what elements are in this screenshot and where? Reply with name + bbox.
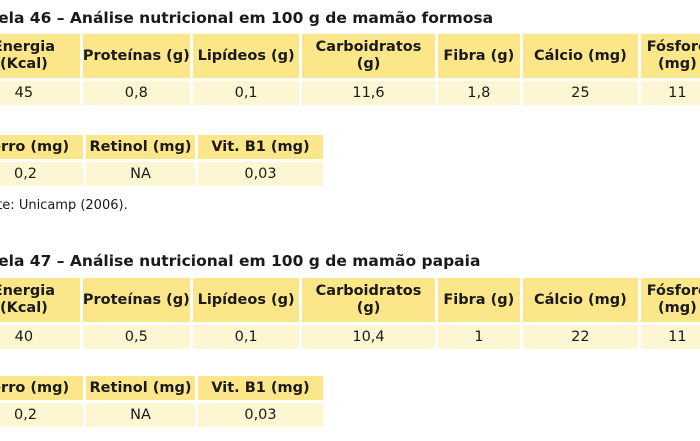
value-vit-b1: 0,03 xyxy=(198,162,323,186)
value-retinol: NA xyxy=(86,162,195,186)
table-47-value-row: 40 0,5 0,1 10,4 1 22 11 xyxy=(0,325,700,349)
table-46-secondary-header-row: Ferro (mg) Retinol (mg) Vit. B1 (mg) xyxy=(0,135,323,159)
value-lipideos: 0,1 xyxy=(192,81,300,105)
value-calcio: 22 xyxy=(523,325,638,349)
value-fibra: 1 xyxy=(437,325,521,349)
table-47-secondary-header-row: Ferro (mg) Retinol (mg) Vit. B1 (mg) xyxy=(0,376,323,400)
header-calcio: Cálcio (mg) xyxy=(523,278,638,322)
value-carboidratos: 11,6 xyxy=(302,81,435,105)
table-47-secondary: Ferro (mg) Retinol (mg) Vit. B1 (mg) 0,2… xyxy=(0,373,326,430)
table-46-main: Energia (Kcal) Proteínas (g) Lipídeos (g… xyxy=(0,31,700,108)
header-ferro: Ferro (mg) xyxy=(0,135,83,159)
header-proteinas: Proteínas (g) xyxy=(82,34,190,78)
value-proteinas: 0,8 xyxy=(82,81,190,105)
header-carboidratos: Carboidratos (g) xyxy=(302,34,435,78)
header-carboidratos: Carboidratos (g) xyxy=(302,278,435,322)
header-vit-b1: Vit. B1 (mg) xyxy=(198,376,323,400)
header-energia: Energia (Kcal) xyxy=(0,34,80,78)
header-fibra: Fibra (g) xyxy=(437,278,521,322)
header-calcio: Cálcio (mg) xyxy=(523,34,638,78)
value-energia: 40 xyxy=(0,325,80,349)
header-proteinas: Proteínas (g) xyxy=(82,278,190,322)
table-46-source: Fonte: Unicamp (2006). xyxy=(0,198,128,213)
header-lipideos: Lipídeos (g) xyxy=(192,278,300,322)
table-47-secondary-value-row: 0,2 NA 0,03 xyxy=(0,403,323,427)
value-vit-b1: 0,03 xyxy=(198,403,323,427)
header-vit-b1: Vit. B1 (mg) xyxy=(198,135,323,159)
value-energia: 45 xyxy=(0,81,80,105)
header-energia: Energia (Kcal) xyxy=(0,278,80,322)
value-proteinas: 0,5 xyxy=(82,325,190,349)
table-47-caption: Tabela 47 – Análise nutricional em 100 g… xyxy=(0,252,481,270)
header-fosforo: Fósforo (mg) xyxy=(640,34,700,78)
value-carboidratos: 10,4 xyxy=(302,325,435,349)
table-47-header-row: Energia (Kcal) Proteínas (g) Lipídeos (g… xyxy=(0,278,700,322)
header-fibra: Fibra (g) xyxy=(437,34,521,78)
table-46-secondary: Ferro (mg) Retinol (mg) Vit. B1 (mg) 0,2… xyxy=(0,132,326,189)
value-retinol: NA xyxy=(86,403,195,427)
table-46-secondary-value-row: 0,2 NA 0,03 xyxy=(0,162,323,186)
header-retinol: Retinol (mg) xyxy=(86,135,195,159)
value-lipideos: 0,1 xyxy=(192,325,300,349)
table-46-header-row: Energia (Kcal) Proteínas (g) Lipídeos (g… xyxy=(0,34,700,78)
value-fosforo: 11 xyxy=(640,81,700,105)
value-fosforo: 11 xyxy=(640,325,700,349)
value-calcio: 25 xyxy=(523,81,638,105)
header-retinol: Retinol (mg) xyxy=(86,376,195,400)
value-fibra: 1,8 xyxy=(437,81,521,105)
value-ferro: 0,2 xyxy=(0,403,83,427)
header-ferro: Ferro (mg) xyxy=(0,376,83,400)
table-46-value-row: 45 0,8 0,1 11,6 1,8 25 11 xyxy=(0,81,700,105)
value-ferro: 0,2 xyxy=(0,162,83,186)
header-lipideos: Lipídeos (g) xyxy=(192,34,300,78)
header-fosforo: Fósforo (mg) xyxy=(640,278,700,322)
table-47-main: Energia (Kcal) Proteínas (g) Lipídeos (g… xyxy=(0,275,700,352)
table-46-caption: Tabela 46 – Análise nutricional em 100 g… xyxy=(0,9,494,27)
